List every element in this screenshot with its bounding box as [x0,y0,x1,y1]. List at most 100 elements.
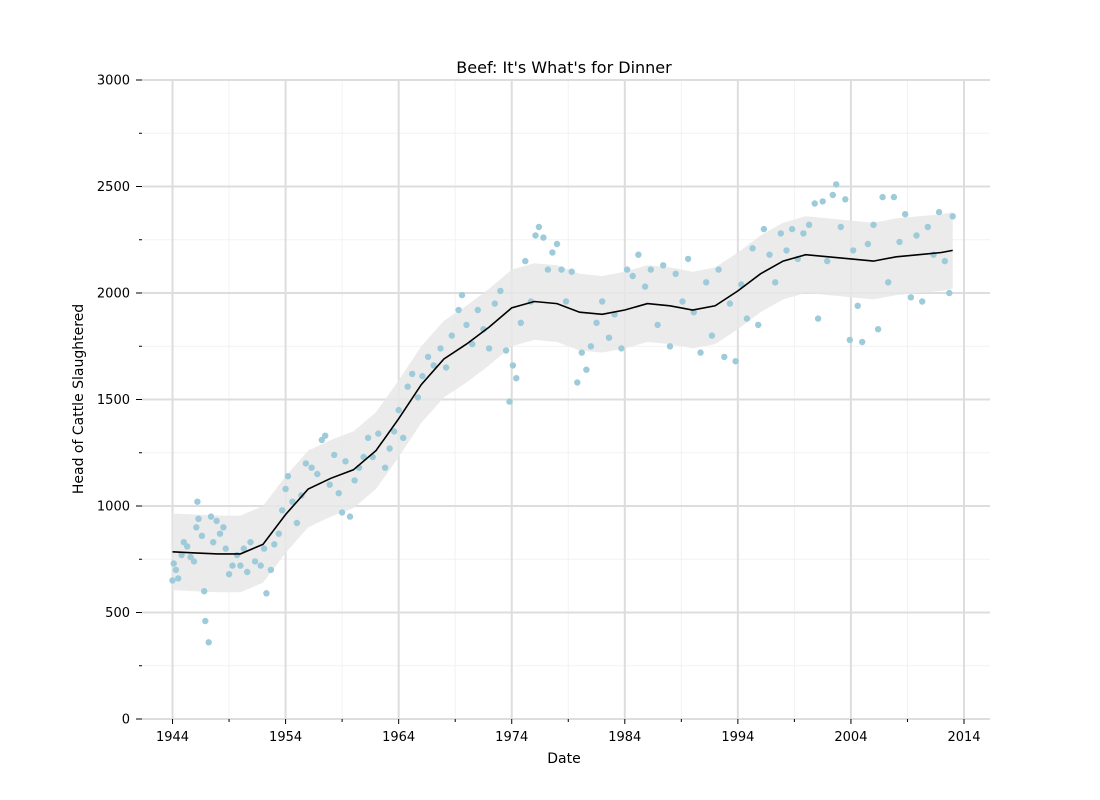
data-point [913,232,920,239]
data-point [846,336,853,344]
data-point [404,383,411,390]
data-point [229,562,236,569]
data-point [302,460,310,467]
data-point [395,406,402,414]
data-point [360,453,367,461]
trend-line [172,249,953,555]
data-point [715,266,722,273]
data-point [783,247,790,254]
data-point [184,543,191,550]
data-point [210,539,217,546]
data-point [755,321,762,329]
data-point [322,432,329,439]
data-point [247,539,254,546]
x-tick-label: 1964 [382,730,415,745]
data-point [448,332,455,339]
data-point [532,232,539,239]
data-point [672,270,679,277]
data-point [213,517,220,525]
data-point [578,349,585,356]
data-point [553,240,561,248]
data-point [641,283,649,290]
data-point [308,464,315,471]
data-point [409,370,416,378]
data-point [540,234,547,241]
data-point [275,530,282,537]
data-point [424,353,432,361]
data-point [169,577,176,584]
data-point [375,430,382,437]
data-point [837,223,844,231]
y-tick-label: 1500 [97,393,130,408]
y-tick-label: 2000 [97,287,130,302]
data-point [708,332,716,339]
confidence-band-area [172,212,953,593]
data-point [237,562,244,569]
data-point [390,428,398,435]
data-point [885,279,892,286]
data-point [635,251,642,258]
data-point [474,306,481,314]
data-point [193,524,200,531]
data-point [216,530,224,537]
data-point [346,513,354,520]
data-point [562,298,570,305]
data-point [485,345,493,352]
data-point [574,379,581,386]
axes: 1944 1954 1964 1974 1984 1994 2004 2014 0 500 1000… [97,74,981,746]
data-point [225,571,233,578]
data-point [946,289,953,297]
data-point [833,181,840,188]
data-point [335,490,342,497]
data-point [522,257,529,265]
data-point [351,477,358,484]
data-point [175,575,182,582]
data-point [766,251,773,258]
data-point [289,498,296,505]
data-point [660,262,667,269]
data-point [935,208,943,216]
data-point [870,221,877,228]
y-axis-label: Head of Cattle Slaughtered [71,304,87,494]
data-point [318,436,325,444]
grid [142,79,990,720]
data-point [430,362,437,369]
data-point [170,560,177,567]
data-point [732,358,739,365]
data-point [419,372,426,380]
data-point [907,294,915,301]
data-point [703,279,710,286]
data-point [726,300,734,307]
data-point [618,345,625,352]
scatter-series [169,181,956,646]
y-tick-label: 0 [122,713,130,728]
data-point [463,321,470,329]
data-point [587,343,595,350]
data-point [180,539,187,546]
data-point [178,551,185,559]
data-point [864,240,872,248]
data-point [896,238,903,246]
data-point [338,509,346,516]
data-point [749,245,756,252]
data-point [874,326,882,333]
data-point [890,193,898,201]
data-point [743,315,751,322]
data-point [558,266,565,273]
data-point [386,445,393,452]
data-point [414,394,422,401]
data-point [201,588,208,595]
data-point [442,364,450,371]
data-point [760,225,768,233]
data-point [194,498,201,505]
data-point [293,519,301,527]
y-tick-label: 1000 [97,500,130,515]
data-point [513,375,520,382]
y-tick-label: 500 [105,606,130,621]
x-axis-label: Date [547,751,580,767]
data-point [879,193,886,201]
data-point [814,315,822,322]
data-point [198,532,206,539]
y-tick-label: 3000 [97,74,130,89]
